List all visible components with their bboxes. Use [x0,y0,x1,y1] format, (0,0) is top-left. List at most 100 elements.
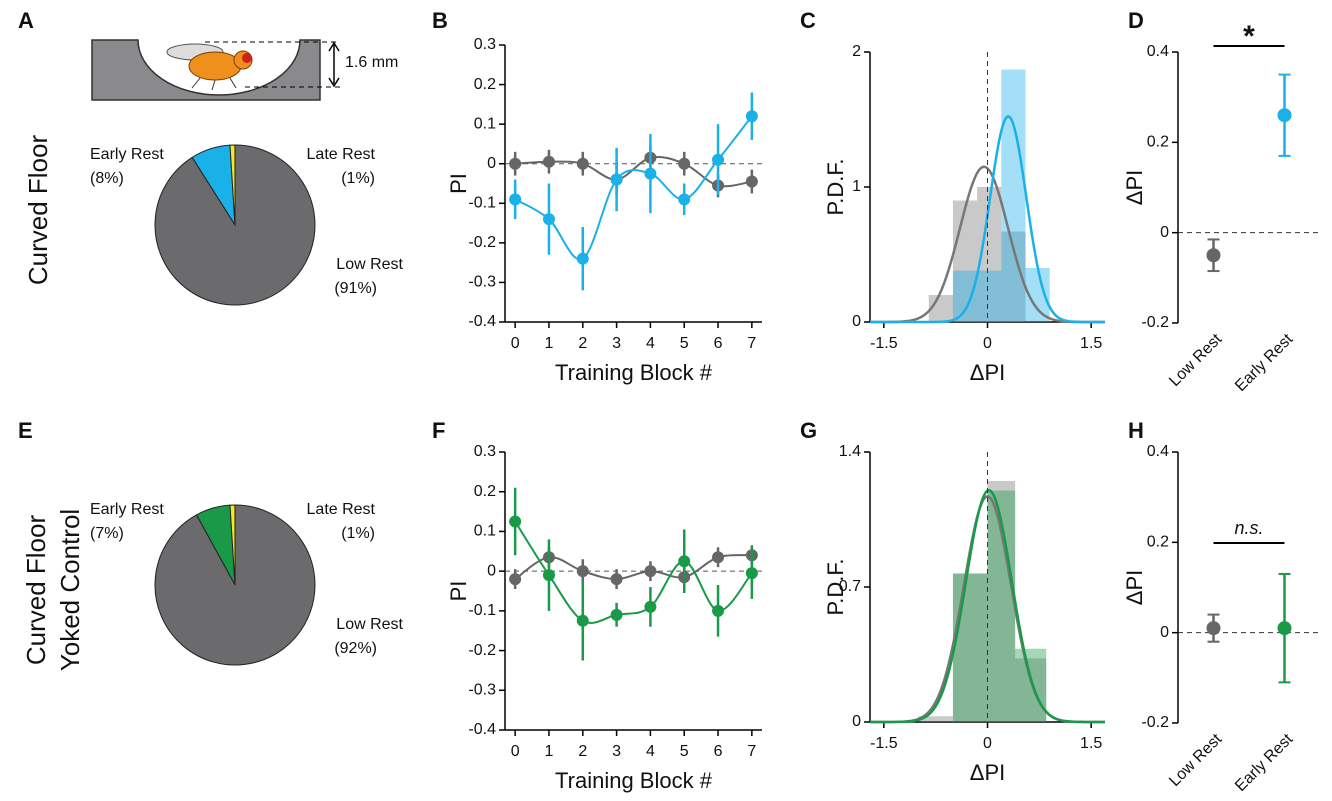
x-tick-label: 4 [646,743,655,760]
panel-letter: A [18,8,34,33]
x-axis-label: Training Block # [555,768,713,793]
data-point [745,567,758,580]
y-tick-label: 1 [852,178,861,195]
x-axis-label: ΔPI [970,360,1005,385]
fly-legs [191,77,237,91]
y-tick-label: 0.2 [474,483,496,500]
data-point [678,193,691,206]
histogram-bar [928,295,953,322]
panel-letter: E [18,418,33,443]
category-label: Early Rest [1232,730,1297,795]
x-tick-label: 3 [612,335,621,352]
histogram-bar [952,573,988,722]
panel-letter: G [800,418,817,443]
data-point [610,173,623,186]
data-point [576,252,589,265]
x-tick-label: 5 [680,335,689,352]
slice-value-label: (92%) [334,640,377,657]
x-tick-label: 6 [714,743,723,760]
x-tick-label: -1.5 [870,735,898,752]
significance-label: * [1243,20,1255,53]
curved-floor [91,39,321,101]
data-point [576,614,589,627]
y-tick-label: 0.2 [1147,534,1169,551]
histogram-bar [977,270,1002,322]
panel-letter: D [1128,8,1144,33]
y-tick-label: 0.1 [474,115,496,132]
data-point [1206,248,1221,263]
y-tick-label: -0.1 [468,602,496,619]
data-point [542,213,555,226]
pie-slice [154,144,316,306]
pie-slice [154,504,316,666]
slice-value-label: (1%) [341,170,375,187]
data-point [644,565,657,578]
y-tick-label: 0.7 [839,578,861,595]
data-point [509,573,522,586]
data-point [509,515,522,528]
y-tick-label: -0.2 [468,642,496,659]
chamber-diagram [91,39,340,101]
y-tick-label: -0.2 [1141,714,1169,731]
histogram-bar [1015,648,1047,722]
y-tick-label: 1.4 [839,443,861,460]
y-axis-label: P.D.F. [823,558,848,615]
y-tick-label: -0.2 [468,234,496,251]
y-tick-label: 2 [852,43,861,60]
panel-letter: F [432,418,445,443]
x-tick-label: 7 [747,743,756,760]
row-label: Curved Floor [23,135,53,286]
y-tick-label: 0 [1160,624,1169,641]
y-tick-label: -0.3 [468,682,496,699]
slice-label: Early Rest [90,146,164,163]
y-tick-label: 0 [487,562,496,579]
x-tick-label: 0 [983,335,992,352]
slice-label: Late Rest [307,501,376,518]
x-axis-label: ΔPI [970,760,1005,785]
slice-value-label: (8%) [90,170,124,187]
histogram-bar [952,270,978,322]
histogram-bar [1015,658,1047,722]
data-point [576,157,589,170]
data-point [678,157,691,170]
y-tick-label: -0.3 [468,274,496,291]
y-tick-label: -0.2 [1141,314,1169,331]
x-tick-label: 7 [747,335,756,352]
x-tick-label: -1.5 [870,335,898,352]
data-point [542,569,555,582]
x-tick-label: 1.5 [1080,735,1102,752]
y-axis-label: P.D.F. [823,158,848,215]
slice-value-label: (7%) [90,525,124,542]
fly-eye [242,53,252,63]
y-tick-label: 0.3 [474,443,496,460]
histogram-bar [952,573,988,722]
histogram-bar [918,716,953,722]
y-axis-label: ΔPI [1122,570,1147,605]
y-tick-label: 0.2 [474,76,496,93]
panel-letter: C [800,8,816,33]
x-tick-label: 0 [511,335,520,352]
x-tick-label: 1 [545,743,554,760]
data-point [712,604,725,617]
slice-value-label: (1%) [341,525,375,542]
y-tick-label: -0.1 [468,195,496,212]
data-point [610,573,623,586]
panel-letter: H [1128,418,1144,443]
y-tick-label: -0.4 [468,313,496,330]
y-tick-label: 0 [852,713,861,730]
row-label: Yoked Control [55,509,85,671]
data-point [576,565,589,578]
data-point [712,551,725,564]
data-point [745,110,758,123]
row-label: Curved Floor [21,515,51,666]
y-tick-label: -0.4 [468,721,496,738]
data-point [644,600,657,613]
x-tick-label: 1 [545,335,554,352]
data-point [678,555,691,568]
histogram-bar [1001,69,1026,322]
slice-label: Low Rest [336,616,403,633]
y-axis-label: PI [446,581,471,602]
x-tick-label: 5 [680,743,689,760]
